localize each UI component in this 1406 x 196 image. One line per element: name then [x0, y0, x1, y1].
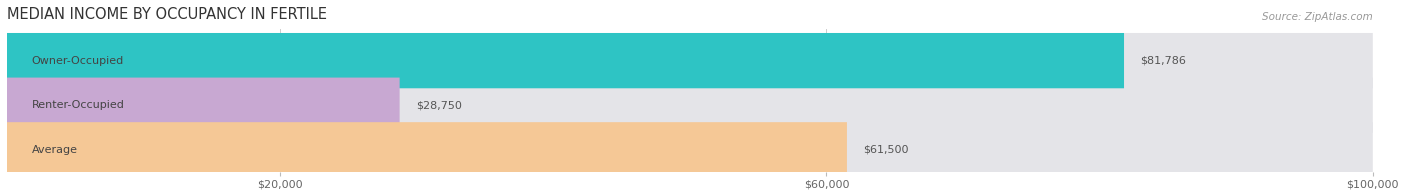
FancyBboxPatch shape — [7, 33, 1123, 88]
Text: Owner-Occupied: Owner-Occupied — [31, 56, 124, 66]
FancyBboxPatch shape — [7, 122, 846, 177]
FancyBboxPatch shape — [7, 78, 1372, 133]
Text: $28,750: $28,750 — [416, 100, 463, 110]
FancyBboxPatch shape — [7, 122, 1372, 177]
Text: Source: ZipAtlas.com: Source: ZipAtlas.com — [1263, 12, 1372, 22]
Text: $81,786: $81,786 — [1140, 56, 1187, 66]
FancyBboxPatch shape — [7, 33, 1372, 88]
Text: MEDIAN INCOME BY OCCUPANCY IN FERTILE: MEDIAN INCOME BY OCCUPANCY IN FERTILE — [7, 7, 328, 22]
Text: Renter-Occupied: Renter-Occupied — [31, 100, 124, 110]
Text: Average: Average — [31, 145, 77, 155]
FancyBboxPatch shape — [7, 78, 399, 133]
Text: $61,500: $61,500 — [863, 145, 908, 155]
